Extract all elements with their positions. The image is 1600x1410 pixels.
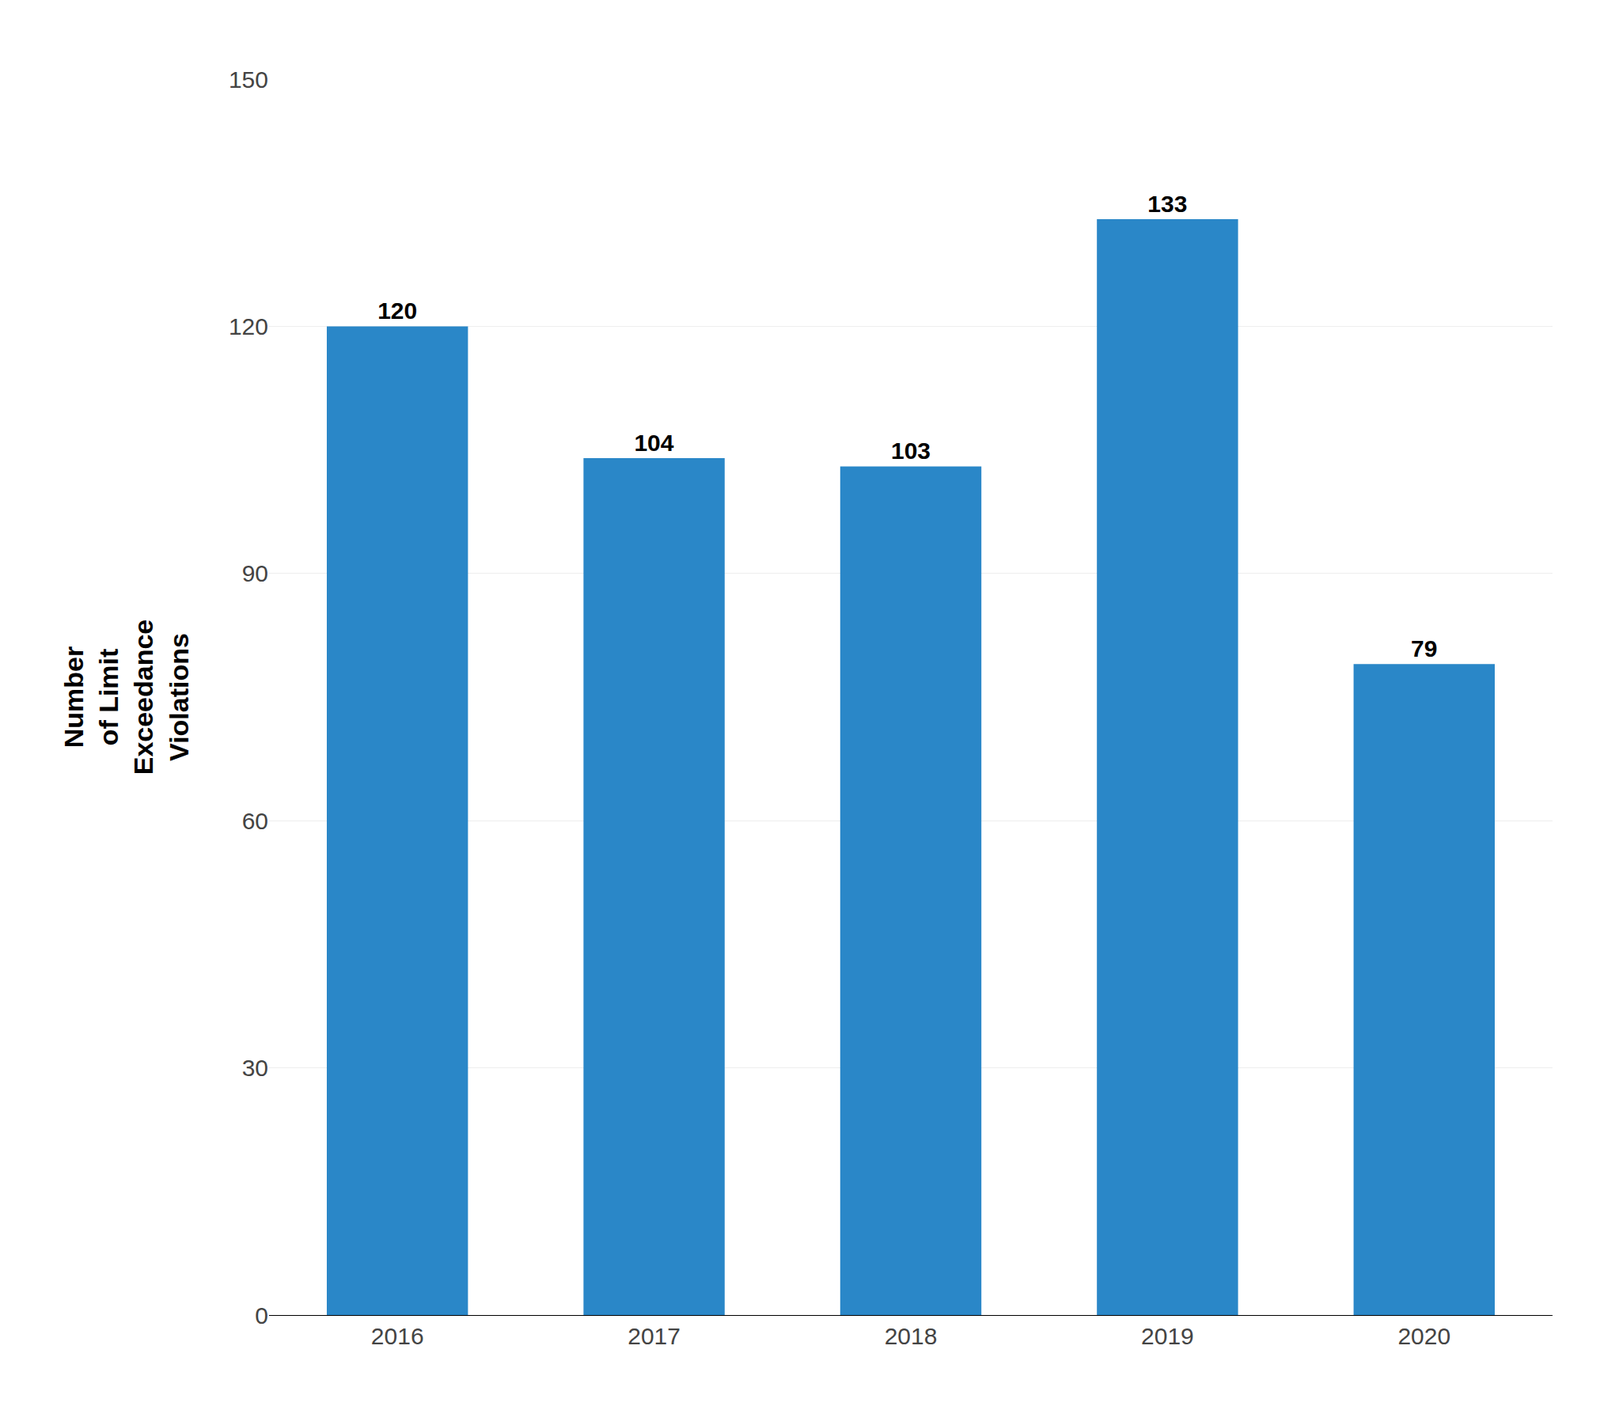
svg-text:104: 104 [633, 429, 674, 456]
svg-text:150: 150 [228, 66, 269, 93]
svg-text:2019: 2019 [1141, 1323, 1195, 1350]
svg-text:120: 120 [377, 297, 418, 324]
svg-text:30: 30 [242, 1054, 269, 1081]
svg-text:120: 120 [228, 313, 269, 340]
svg-text:0: 0 [254, 1302, 269, 1329]
svg-text:Numberof LimitExceedanceViolat: Numberof LimitExceedanceViolations [58, 619, 194, 776]
svg-text:133: 133 [1147, 190, 1187, 217]
svg-text:2016: 2016 [371, 1323, 425, 1350]
svg-text:79: 79 [1410, 635, 1437, 662]
svg-text:103: 103 [890, 437, 931, 464]
svg-text:2018: 2018 [884, 1323, 938, 1350]
svg-text:60: 60 [242, 807, 269, 835]
svg-text:2017: 2017 [627, 1323, 681, 1350]
svg-text:90: 90 [242, 560, 269, 587]
svg-text:2020: 2020 [1397, 1323, 1451, 1350]
